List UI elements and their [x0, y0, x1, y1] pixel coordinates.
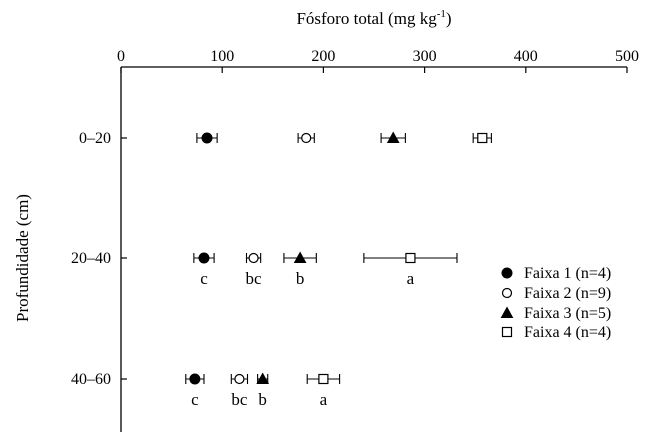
legend-label: Faixa 2 (n=9) [524, 285, 611, 302]
data-point [386, 131, 400, 143]
legend-marker [501, 287, 513, 299]
y-tick-label: 20–40 [71, 250, 111, 267]
legend-marker [501, 267, 513, 279]
x-tick-label: 200 [311, 48, 335, 65]
x-tick-label: 100 [210, 48, 234, 65]
legend: Faixa 1 (n=4) Faixa 2 (n=9) Faixa 3 (n=5) F… [500, 265, 611, 341]
axis-layer: 0 100 200 300 400 500 0–20 20–40 40–60 Fósforo to… [13, 8, 639, 432]
legend-item: Faixa 2 (n=9) [501, 285, 611, 302]
significance-letter: a [407, 269, 415, 288]
series-3: bb [256, 131, 406, 409]
series-1: cc [185, 132, 218, 409]
legend-marker [500, 306, 514, 318]
legend-label: Faixa 3 (n=5) [524, 305, 611, 322]
data-point [318, 373, 329, 385]
y-tick-label: 0–20 [79, 130, 111, 147]
significance-letter: a [320, 390, 328, 409]
data-point [234, 373, 245, 385]
data-point [293, 251, 307, 263]
series-2: bc bc [230, 132, 315, 409]
data-point [189, 373, 201, 385]
legend-label: Faixa 4 (n=4) [524, 324, 611, 341]
series-4: aa [306, 132, 492, 409]
x-tick-label: 500 [615, 48, 639, 65]
x-axis-title: Fósforo total (mg kg-1) [296, 8, 451, 28]
x-tick-label: 0 [117, 48, 125, 65]
significance-letter: bc [231, 390, 248, 409]
x-tick-label: 300 [413, 48, 437, 65]
data-point [477, 132, 488, 144]
significance-letter: c [200, 269, 208, 288]
x-axis-title-main: Fósforo total (mg kg [296, 9, 437, 28]
data-point [248, 252, 259, 264]
data-point [405, 252, 416, 264]
significance-letter: b [296, 269, 305, 288]
significance-letter: b [258, 390, 267, 409]
legend-item: Faixa 1 (n=4) [501, 265, 611, 282]
legend-item: Faixa 3 (n=5) [500, 305, 611, 322]
significance-letter: bc [246, 269, 263, 288]
data-point [201, 132, 213, 144]
x-tick-label: 400 [514, 48, 538, 65]
significance-letter: c [191, 390, 199, 409]
legend-marker [501, 326, 513, 338]
data-point [256, 372, 270, 384]
data-point [198, 252, 210, 264]
legend-item: Faixa 4 (n=4) [501, 324, 611, 341]
data-point [301, 132, 312, 144]
y-axis-title: Profundidade (cm) [13, 194, 32, 322]
x-axis-title-close: ) [446, 9, 452, 28]
y-tick-label: 40–60 [71, 371, 111, 388]
legend-label: Faixa 1 (n=4) [524, 265, 611, 282]
x-axis-title-sup: -1 [437, 8, 446, 20]
